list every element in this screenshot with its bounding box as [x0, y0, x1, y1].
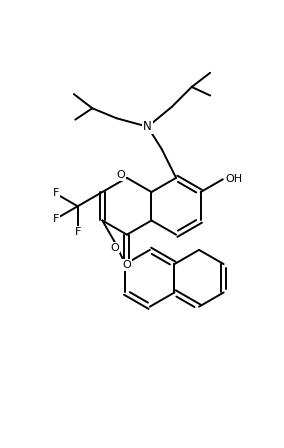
Text: F: F [52, 189, 59, 198]
Text: F: F [74, 227, 81, 237]
Text: F: F [52, 214, 59, 224]
Text: OH: OH [225, 174, 242, 184]
Text: O: O [116, 170, 125, 180]
Text: O: O [122, 260, 131, 270]
Text: N: N [143, 120, 152, 133]
Text: O: O [110, 243, 119, 253]
